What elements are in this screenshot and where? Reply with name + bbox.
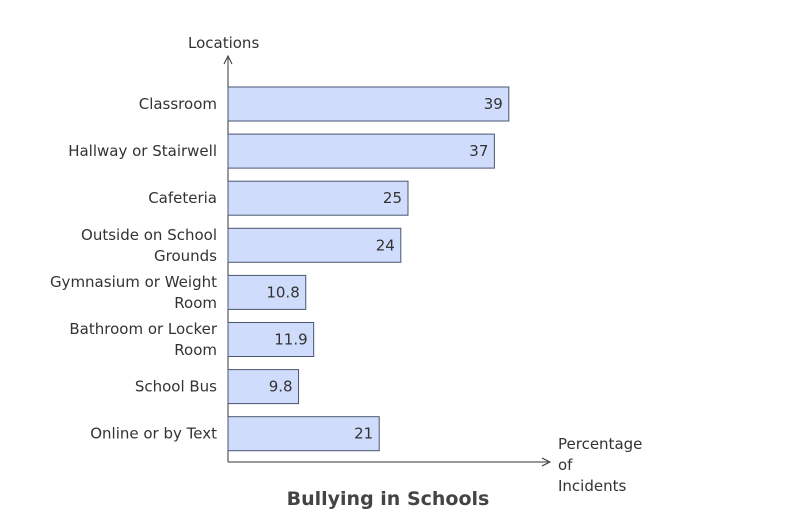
category-label: Bathroom or Locker Room — [69, 320, 217, 359]
category-labels: Classroom Hallway or Stairwell Cafeteria Ou… — [50, 95, 218, 443]
category-label: Classroom — [139, 95, 217, 113]
value-label: 24 — [376, 236, 395, 254]
category-label: Cafeteria — [148, 189, 217, 207]
value-label: 37 — [469, 142, 488, 160]
x-axis-arrow-icon — [541, 457, 552, 467]
value-label: 10.8 — [266, 283, 299, 301]
x-axis-title: Percentage of Incidents — [558, 435, 642, 495]
category-label: Hallway or Stairwell — [68, 142, 217, 160]
bars — [227, 86, 510, 452]
bar — [227, 369, 300, 405]
value-labels: 39 37 25 24 10.8 11.9 9.8 21 — [266, 95, 502, 443]
category-label: Outside on School Grounds — [81, 226, 217, 265]
bar — [227, 322, 315, 357]
chart-title: Bullying in Schools — [287, 488, 490, 510]
category-label: Gymnasium or Weight Room — [50, 273, 217, 312]
y-axis-arrow-icon — [223, 54, 233, 65]
category-label: Online or by Text — [90, 425, 217, 443]
bar — [227, 274, 307, 310]
bar — [227, 180, 409, 216]
category-label: School Bus — [135, 378, 217, 396]
bar — [227, 86, 510, 122]
value-label: 39 — [484, 95, 503, 113]
bar — [227, 416, 380, 452]
bar — [227, 227, 402, 263]
value-label: 9.8 — [269, 378, 293, 396]
y-axis-title: Locations — [188, 34, 259, 52]
value-label: 21 — [354, 425, 373, 443]
bar — [227, 133, 495, 169]
value-label: 25 — [383, 189, 402, 207]
value-label: 11.9 — [274, 331, 307, 349]
